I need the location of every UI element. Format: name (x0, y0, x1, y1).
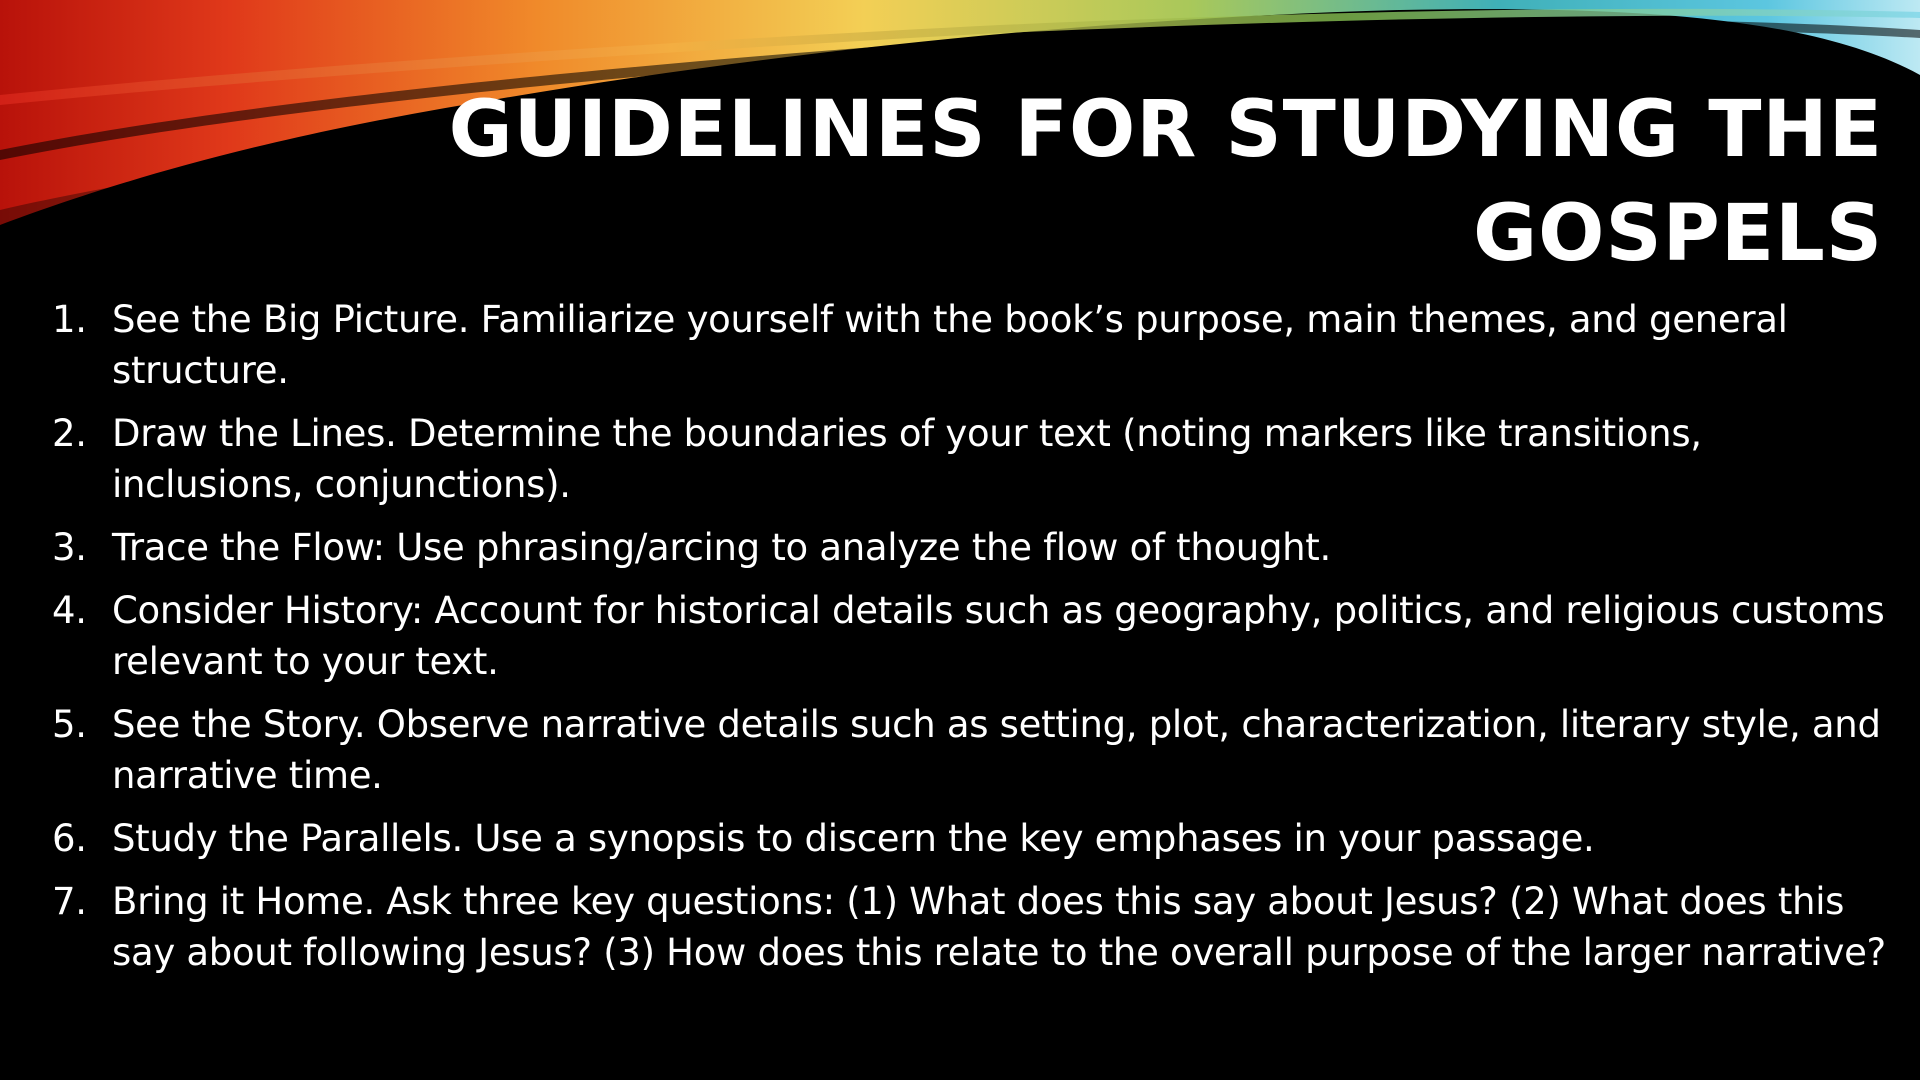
list-item-text: Study the Parallels. Use a synopsis to d… (112, 817, 1595, 860)
list-item-text: Draw the Lines. Determine the boundaries… (112, 412, 1702, 506)
page-title: Guidelines for Studying the Gospels (448, 85, 1883, 279)
list-item: 3. Trace the Flow: Use phrasing/arcing t… (52, 522, 1887, 573)
list-item-text: Bring it Home. Ask three key questions: … (112, 880, 1886, 974)
list-item: 1. See the Big Picture. Familiarize your… (52, 294, 1887, 396)
list-item-text: See the Story. Observe narrative details… (112, 703, 1881, 797)
guidelines-list: 1. See the Big Picture. Familiarize your… (52, 294, 1887, 990)
list-item-text: Consider History: Account for historical… (112, 589, 1885, 683)
list-item-text: See the Big Picture. Familiarize yoursel… (112, 298, 1788, 392)
list-item-number: 1. (52, 298, 87, 341)
list-item-text: Trace the Flow: Use phrasing/arcing to a… (112, 526, 1331, 569)
list-item: 6. Study the Parallels. Use a synopsis t… (52, 813, 1887, 864)
list-item: 2. Draw the Lines. Determine the boundar… (52, 408, 1887, 510)
list-item-number: 4. (52, 589, 87, 632)
list-item-number: 6. (52, 817, 87, 860)
list-item: 4. Consider History: Account for histori… (52, 585, 1887, 687)
list-item: 7. Bring it Home. Ask three key question… (52, 876, 1887, 978)
list-item-number: 3. (52, 526, 87, 569)
list-item: 5. See the Story. Observe narrative deta… (52, 699, 1887, 801)
rainbow-ribbon-decoration (0, 0, 1920, 235)
list-item-number: 2. (52, 412, 87, 455)
list-item-number: 7. (52, 880, 87, 923)
list-item-number: 5. (52, 703, 87, 746)
